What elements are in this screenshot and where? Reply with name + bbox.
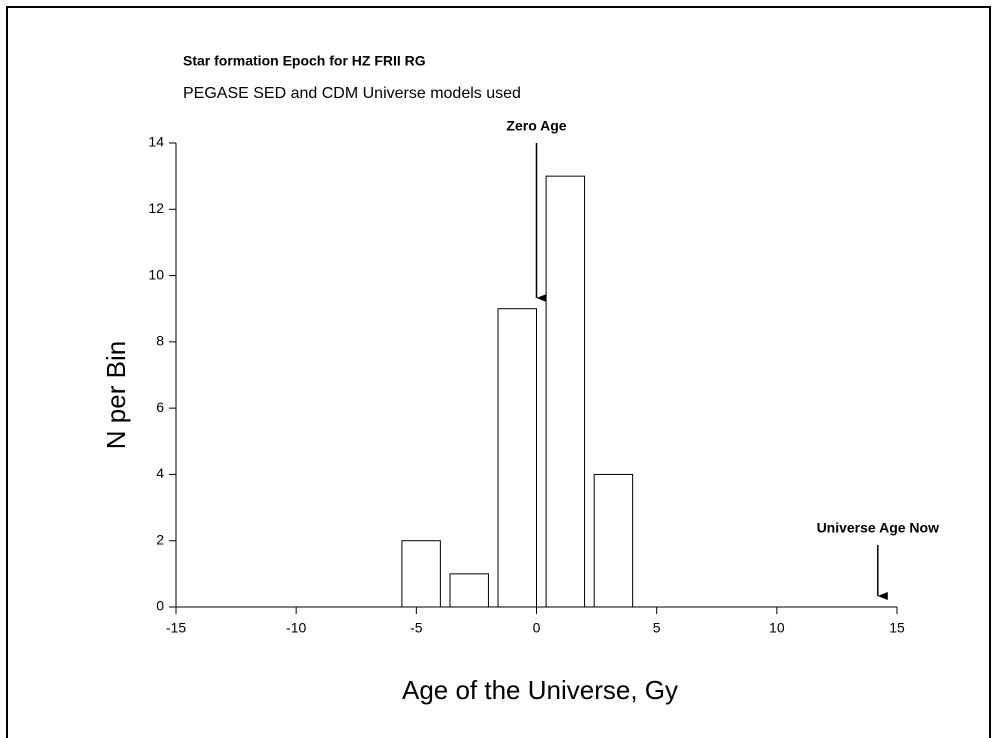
- bar: [401, 540, 441, 608]
- x-tick-label: -10: [286, 620, 306, 636]
- chart-subtitle: PEGASE SED and CDM Universe models used: [183, 85, 521, 102]
- chart-title: Star formation Epoch for HZ FRII RG: [183, 53, 426, 69]
- y-tick-label: 8: [156, 333, 164, 349]
- annotation: Universe Age Now: [817, 520, 940, 536]
- frame: [6, 6, 991, 738]
- x-tick-label: -15: [166, 620, 186, 636]
- y-tick-label: 12: [148, 200, 164, 216]
- annotation: Zero Age: [506, 118, 566, 134]
- y-tick-label: 6: [156, 399, 164, 415]
- x-axis-label: Age of the Universe, Gy: [402, 675, 678, 705]
- y-tick-label: 0: [156, 598, 164, 614]
- x-tick-label: 5: [653, 620, 661, 636]
- x-tick-label: 10: [769, 620, 785, 636]
- y-tick-label: 4: [156, 465, 164, 481]
- bar: [593, 473, 634, 608]
- x-tick-label: -5: [410, 620, 423, 636]
- y-tick-label: 14: [148, 134, 164, 150]
- y-tick-label: 2: [156, 531, 164, 547]
- y-axis-label: N per Bin: [101, 341, 131, 449]
- bar: [449, 573, 489, 608]
- bar: [497, 308, 537, 608]
- x-tick-label: 0: [533, 620, 541, 636]
- y-tick-label: 10: [148, 266, 164, 282]
- x-tick-label: 15: [889, 620, 905, 636]
- bar: [545, 175, 586, 608]
